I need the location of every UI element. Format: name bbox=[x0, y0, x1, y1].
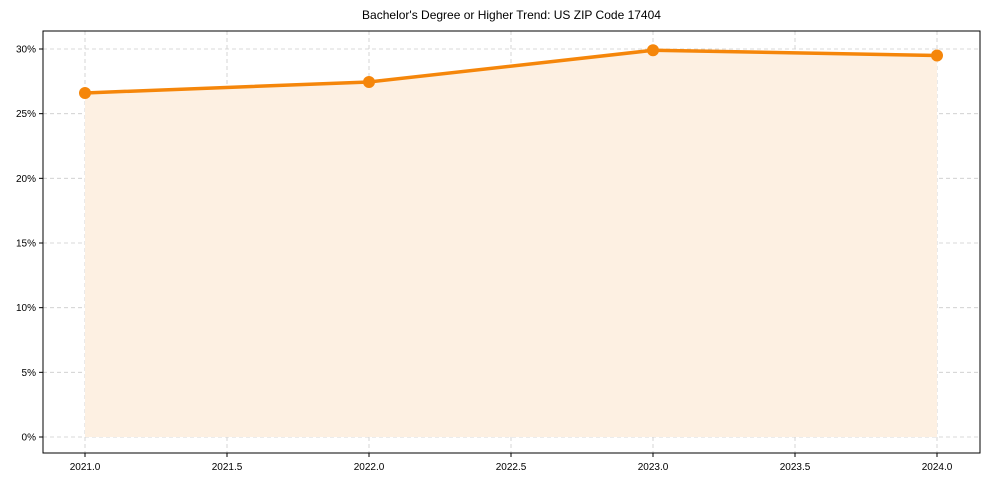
x-tick-label: 2023.0 bbox=[638, 462, 669, 473]
data-line bbox=[84, 48, 938, 95]
x-tick-label: 2022.5 bbox=[496, 462, 527, 473]
y-tick-label: 25% bbox=[16, 109, 36, 120]
y-tick-label: 20% bbox=[16, 174, 36, 185]
y-tick-label: 10% bbox=[16, 303, 36, 314]
data-point-marker bbox=[79, 86, 91, 99]
x-tick-label: 2021.5 bbox=[212, 462, 243, 473]
x-axis-ticks: 2021.0 2021.5 2022.0 2022.5 2023.0 2023.5 2024… bbox=[70, 453, 953, 473]
y-tick-label: 30% bbox=[16, 45, 36, 56]
chart-title: Bachelor's Degree or Higher Trend: US ZI… bbox=[362, 8, 661, 22]
y-axis-ticks: 0% 5% 10% 15% 20% 25% 30% bbox=[16, 45, 43, 444]
data-point-marker bbox=[647, 44, 659, 57]
x-tick-label: 2021.0 bbox=[70, 462, 101, 473]
area-fill-path bbox=[85, 50, 937, 437]
series-line bbox=[84, 48, 938, 95]
x-tick-label: 2022.0 bbox=[354, 462, 385, 473]
data-points bbox=[79, 44, 943, 99]
data-point-marker bbox=[363, 75, 375, 88]
x-tick-label: 2023.5 bbox=[780, 462, 811, 473]
data-point-marker bbox=[931, 49, 943, 62]
y-tick-label: 5% bbox=[22, 368, 37, 379]
y-tick-label: 15% bbox=[16, 239, 36, 250]
x-tick-label: 2024.0 bbox=[922, 462, 953, 473]
y-tick-label: 0% bbox=[22, 433, 37, 444]
area-fill bbox=[85, 50, 937, 437]
